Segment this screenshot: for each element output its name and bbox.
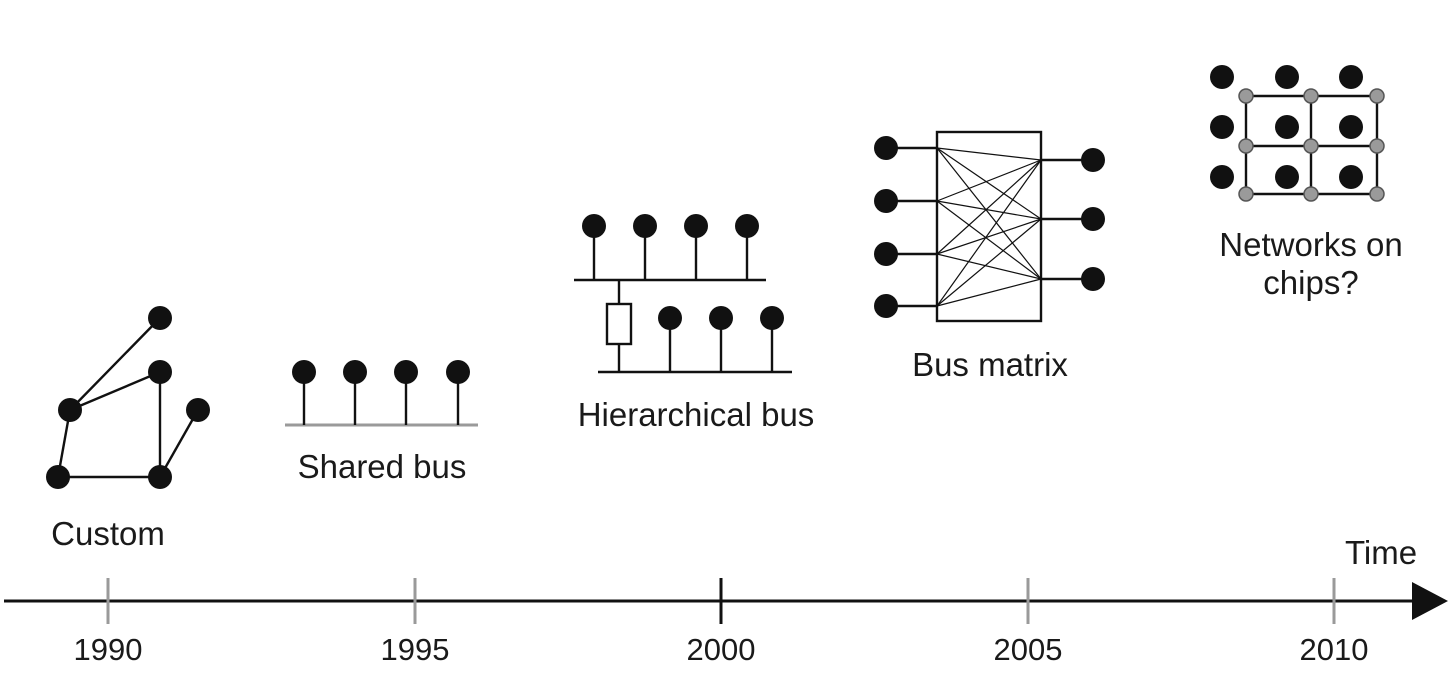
custom-link [158, 409, 200, 478]
noc-router [1238, 186, 1254, 202]
bus-node [633, 214, 657, 238]
custom-node [148, 465, 172, 489]
noc-router [1303, 186, 1319, 202]
noc-topology [1210, 65, 1385, 202]
custom-node [148, 360, 172, 384]
tick-label-1990: 1990 [73, 632, 143, 667]
matrix-slave-node [1081, 148, 1105, 172]
crossbar-line [936, 218, 1042, 307]
noc-router [1238, 138, 1254, 154]
bus-node [394, 360, 418, 384]
tick-label-1995: 1995 [380, 632, 450, 667]
bus-node [684, 214, 708, 238]
bus-node [343, 360, 367, 384]
noc-node [1210, 165, 1234, 189]
crossbar-line [936, 147, 1042, 161]
custom-link [69, 370, 161, 412]
noc-node [1210, 115, 1234, 139]
custom-node [148, 306, 172, 330]
axis-label-time: Time [1345, 534, 1418, 571]
label-bus-matrix: Bus matrix [912, 346, 1068, 383]
matrix-master-node [874, 294, 898, 318]
crossbar-line [936, 200, 1042, 220]
custom-link [69, 317, 161, 411]
bus-node [709, 306, 733, 330]
crossbar-line [936, 147, 1042, 280]
custom-node [58, 398, 82, 422]
label-custom: Custom [51, 515, 165, 552]
custom-topology [46, 306, 210, 489]
crossbar-line [936, 218, 1042, 255]
matrix-box [935, 130, 1043, 323]
tick-label-2005: 2005 [993, 632, 1063, 667]
noc-router [1303, 138, 1319, 154]
noc-node [1339, 115, 1363, 139]
crossbar-line [936, 159, 1042, 307]
custom-node [46, 465, 70, 489]
matrix-master-node [874, 242, 898, 266]
label-noc-line1: Networks on [1219, 226, 1403, 263]
bus-matrix-topology [874, 130, 1105, 323]
tick-label-2010: 2010 [1299, 632, 1369, 667]
noc-node [1275, 65, 1299, 89]
noc-router [1369, 88, 1385, 104]
noc-router [1369, 138, 1385, 154]
label-shared-bus: Shared bus [297, 448, 467, 485]
crossbar-line [936, 159, 1042, 202]
bus-bridge [605, 302, 633, 346]
bus-node [292, 360, 316, 384]
noc-router [1303, 88, 1319, 104]
shared-bus-topology [285, 360, 478, 427]
matrix-master-node [874, 189, 898, 213]
bus-node [582, 214, 606, 238]
hierarchical-bus-topology [574, 214, 792, 374]
noc-router [1369, 186, 1385, 202]
crossbar-line [936, 278, 1042, 307]
matrix-slave-node [1081, 267, 1105, 291]
bus-node [760, 306, 784, 330]
custom-node [186, 398, 210, 422]
noc-node [1210, 65, 1234, 89]
timeline-arrowhead [1412, 582, 1448, 620]
matrix-master-node [874, 136, 898, 160]
tick-label-2000: 2000 [686, 632, 756, 667]
noc-node [1339, 165, 1363, 189]
bus-node [735, 214, 759, 238]
bus-node [658, 306, 682, 330]
crossbar-line [936, 253, 1042, 280]
crossbar-line [936, 200, 1042, 280]
crossbar-lines [936, 147, 1042, 307]
label-networks-on-chips: Networks on chips? [1219, 226, 1402, 302]
noc-router [1238, 88, 1254, 104]
noc-node [1339, 65, 1363, 89]
noc-node [1275, 165, 1299, 189]
crossbar-line [936, 159, 1042, 255]
timeline-axis [4, 578, 1448, 624]
matrix-slave-node [1081, 207, 1105, 231]
label-hierarchical-bus: Hierarchical bus [577, 396, 815, 433]
bus-node [446, 360, 470, 384]
label-noc-line2: chips? [1263, 263, 1359, 301]
crossbar-line [936, 147, 1042, 220]
noc-node [1275, 115, 1299, 139]
